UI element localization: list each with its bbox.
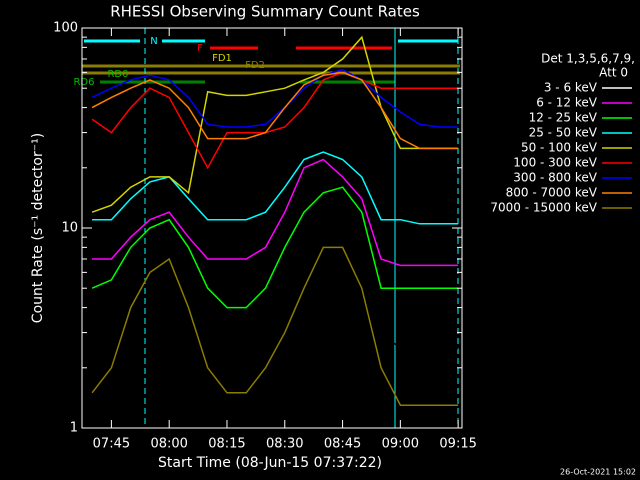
- x-tick-label: 08:00: [150, 437, 187, 452]
- x-tick-label: 09:15: [439, 437, 476, 452]
- x-tick-label: 09:00: [382, 437, 419, 452]
- series-line: [91, 246, 459, 406]
- y-tick-label: 1: [70, 421, 78, 436]
- series-line: [91, 71, 459, 170]
- y-tick-label: 100: [53, 21, 78, 36]
- legend-label: 300 - 800 keV: [513, 171, 597, 185]
- annotation: FD1: [212, 53, 232, 64]
- legend-label: 3 - 6 keV: [544, 81, 598, 95]
- x-axis-label: Start Time (08-Jun-15 07:37:22): [158, 455, 382, 471]
- series-line: [91, 71, 459, 150]
- annotation: FD2: [245, 60, 265, 71]
- legend-label: 50 - 100 keV: [521, 141, 598, 155]
- legend-label: 25 - 50 keV: [529, 126, 598, 140]
- series-line: [91, 197, 459, 350]
- legend-label: 800 - 7000 keV: [506, 186, 598, 200]
- annotation-bars: [82, 39, 460, 84]
- legend-title: Att 0: [599, 66, 628, 80]
- annotation: RD0: [107, 69, 128, 80]
- series-line: [92, 151, 459, 225]
- series-line: [91, 68, 459, 128]
- series-line: [91, 186, 459, 309]
- annotation: F: [197, 43, 203, 54]
- x-tick-label: 08:45: [324, 437, 361, 452]
- y-axis-label: Count Rate (s⁻¹ detector⁻¹): [30, 133, 46, 323]
- annotation: N: [150, 36, 157, 47]
- y-tick-label: 10: [61, 221, 78, 236]
- chart-title: RHESSI Observing Summary Count Rates: [110, 3, 420, 21]
- annotation: RD6: [73, 77, 94, 88]
- legend-label: 6 - 12 keV: [536, 96, 598, 110]
- timestamp: 26-Oct-2021 15:02: [560, 468, 636, 477]
- x-tick-label: 08:30: [266, 437, 303, 452]
- minor-ticks: [82, 36, 462, 369]
- series-line: [92, 158, 459, 267]
- legend-label: 12 - 25 keV: [529, 111, 598, 125]
- series-line: [91, 35, 459, 213]
- legend-label: 100 - 300 keV: [513, 156, 597, 170]
- x-tick-label: 08:15: [208, 437, 245, 452]
- x-tick-label: 07:45: [93, 437, 130, 452]
- data-layer: [91, 35, 459, 406]
- legend-label: 7000 - 15000 keV: [490, 201, 597, 215]
- legend-title: Det 1,3,5,6,7,9,: [541, 52, 635, 66]
